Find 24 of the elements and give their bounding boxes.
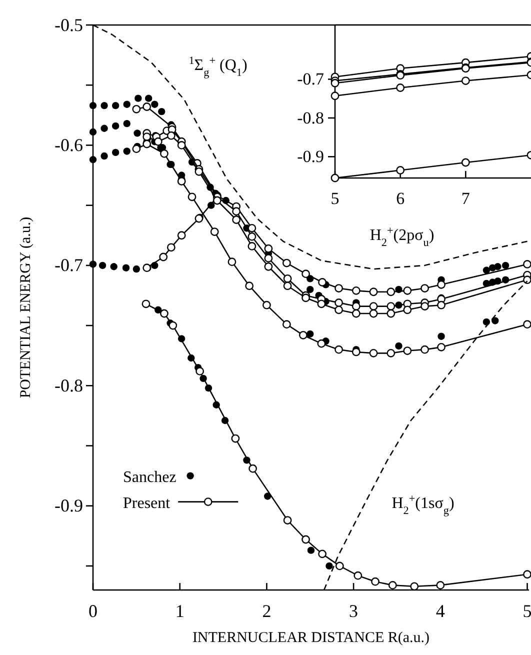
- legend-label: Present: [123, 494, 171, 512]
- y-tick-label: -0.8: [54, 375, 83, 396]
- y-axis-title: POTENTIAL ENERGY (a.u.): [18, 216, 34, 398]
- x-tick-label: 5: [522, 600, 531, 621]
- x-tick-label: 3: [349, 600, 358, 621]
- x-tick-label: 1: [175, 600, 184, 621]
- legend-label: Sanchez: [123, 468, 176, 486]
- y-tick-label: -0.7: [297, 70, 324, 89]
- annotation: H$_{2}$$^{+}$(1sσ$_{g}$): [392, 493, 454, 517]
- annotation: H$_{2}$$^{+}$(2pσ$_{u}$): [370, 225, 434, 249]
- y-tick-label: -0.9: [297, 147, 324, 166]
- x-axis-title: INTERNUCLEAR DISTANCE R(a.u.): [192, 630, 430, 646]
- x-tick-label: 5: [330, 189, 340, 208]
- y-tick-label: -0.8: [297, 108, 324, 128]
- x-tick-label: 6: [396, 189, 405, 208]
- annotation: $^{1}$Σ$_{g}$$^{+}$ (Q$_{1}$): [188, 55, 248, 79]
- x-tick-label: 0: [88, 600, 98, 621]
- x-tick-label: 2: [262, 600, 272, 621]
- y-tick-label: -0.6: [54, 134, 83, 155]
- y-tick-label: -0.7: [54, 255, 83, 276]
- y-tick-label: -0.5: [54, 14, 83, 35]
- y-tick-label: -0.9: [54, 496, 83, 516]
- x-tick-label: 4: [436, 600, 445, 621]
- x-tick-label: 7: [461, 189, 470, 208]
